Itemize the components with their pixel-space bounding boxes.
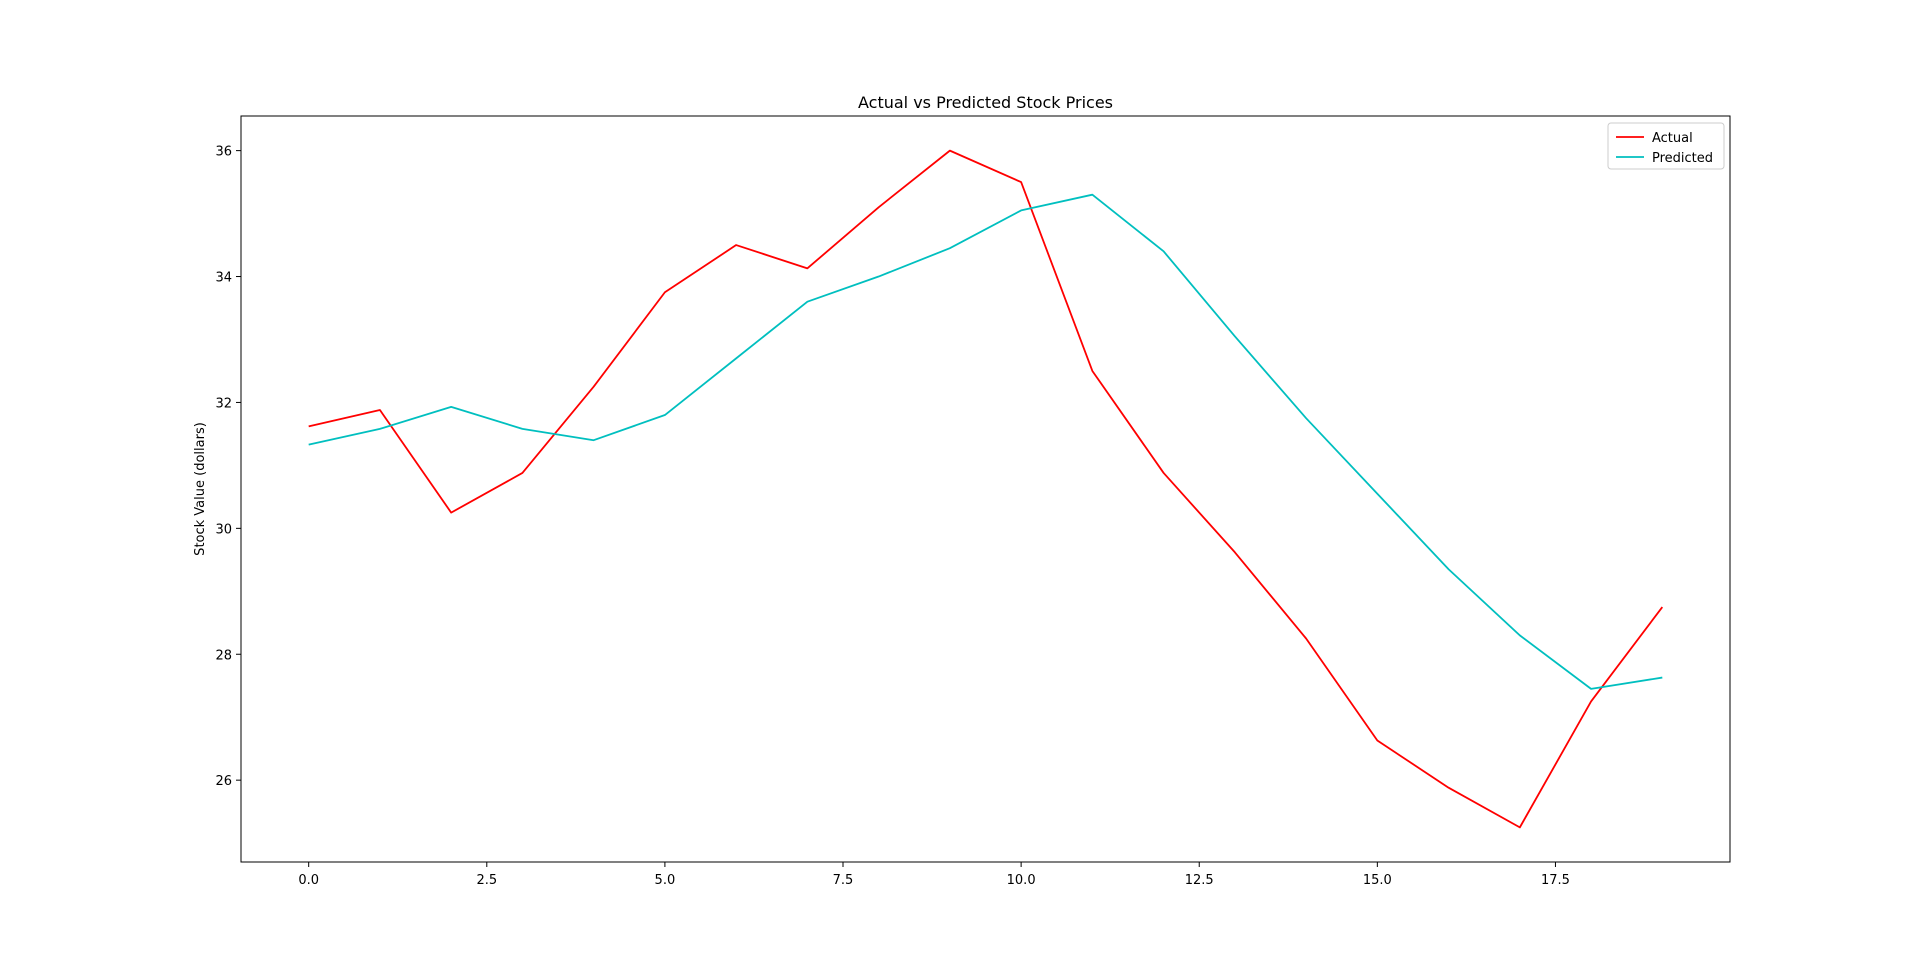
series-line-actual [308, 149, 1664, 829]
x-tick-label: 17.5 [1541, 873, 1570, 888]
legend: Actual Predicted [1607, 122, 1725, 170]
series-line-predicted [308, 193, 1663, 690]
y-tick-label: 30 [215, 522, 232, 537]
x-axis: 0.0 2.5 5.0 7.5 10.0 12.5 15.0 17.5 [298, 862, 1570, 888]
x-tick-label: 10.0 [1007, 873, 1036, 888]
legend-label-actual: Actual [1652, 131, 1693, 146]
x-tick-label: 2.5 [476, 873, 497, 888]
x-tick-label: 0.0 [298, 873, 319, 888]
x-tick-label: 12.5 [1185, 873, 1214, 888]
y-tick-label: 32 [215, 396, 232, 411]
y-axis-label: Stock Value (dollars) [193, 422, 208, 556]
y-tick-label: 28 [215, 648, 232, 663]
plot-frame [240, 115, 1731, 863]
legend-label-predicted: Predicted [1652, 151, 1713, 166]
y-tick-label: 34 [215, 271, 232, 286]
y-axis: 26 28 30 32 34 36 [215, 145, 241, 789]
y-tick-label: 36 [215, 145, 232, 160]
series-layer [308, 149, 1664, 829]
y-tick-label: 26 [215, 774, 232, 789]
chart-title: Actual vs Predicted Stock Prices [858, 93, 1113, 112]
x-tick-label: 5.0 [655, 873, 676, 888]
plot-area [241, 116, 1730, 862]
x-tick-label: 15.0 [1363, 873, 1392, 888]
x-tick-label: 7.5 [833, 873, 854, 888]
